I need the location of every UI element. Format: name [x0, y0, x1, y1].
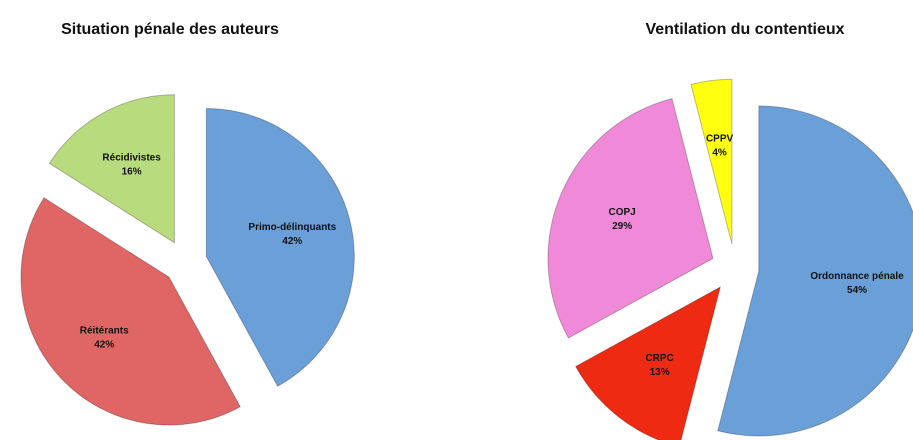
pie-slice — [48, 94, 175, 244]
pie-slice — [205, 108, 355, 387]
slice-label: Primo-délinquants — [248, 222, 336, 233]
slice-label: CRPC — [645, 353, 673, 364]
slice-value-label: 16% — [122, 167, 142, 178]
pie-slice — [20, 197, 241, 426]
slice-value-label: 4% — [712, 148, 727, 159]
chart-title: Situation pénale des auteurs — [61, 21, 279, 38]
pie-slice — [575, 285, 722, 440]
pie-slice — [547, 98, 714, 339]
slice-label: Récidivistes — [102, 153, 161, 164]
slice-label: COPJ — [608, 207, 635, 218]
pie-slice — [717, 105, 913, 437]
slice-value-label: 42% — [94, 339, 114, 350]
slice-value-label: 54% — [847, 285, 867, 296]
chart-title: Ventilation du contentieux — [645, 21, 844, 38]
slice-label: CPPV — [706, 134, 734, 145]
slice-value-label: 29% — [612, 221, 632, 232]
slice-label: Ordonnance pénale — [810, 271, 904, 282]
slice-label: Réitérants — [80, 325, 129, 336]
slice-value-label: 42% — [282, 236, 302, 247]
pie-slice — [690, 78, 733, 245]
slice-value-label: 13% — [650, 367, 670, 378]
